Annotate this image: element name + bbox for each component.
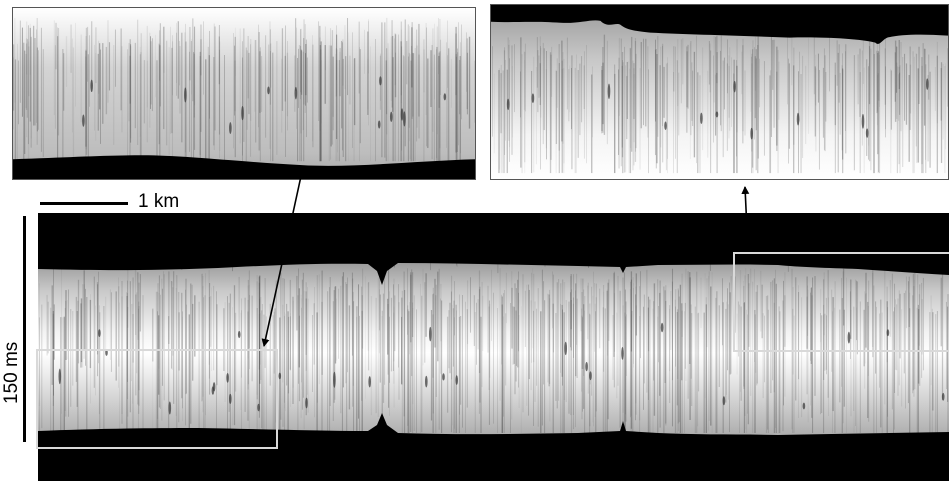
main-profile-target — [429, 326, 432, 342]
inset-right-target — [700, 112, 703, 125]
inset-left-target — [400, 108, 404, 121]
main-profile-target — [886, 329, 890, 337]
inset-left-target — [377, 120, 381, 129]
vertical-scale-bar — [23, 216, 26, 442]
main-profile-target — [211, 386, 215, 395]
inset-right-seafloor — [491, 5, 948, 44]
main-profile-target — [589, 371, 592, 381]
main-profile-target — [305, 397, 308, 409]
inset-left-target — [82, 114, 85, 127]
main-profile-target — [278, 372, 282, 380]
inset-right-target — [865, 128, 869, 138]
inset-right-image — [491, 5, 948, 179]
main-profile-target — [257, 403, 260, 412]
main-profile-target — [585, 361, 588, 372]
main-profile-target — [847, 331, 851, 344]
vertical-scale-label: 150 ms — [1, 341, 22, 404]
horizontal-scale-label: 1 km — [138, 191, 180, 212]
inset-right-target — [715, 111, 719, 118]
main-profile-target — [455, 375, 459, 385]
inset-right-target — [607, 83, 611, 100]
inset-right-target — [506, 98, 510, 111]
main-profile-target — [621, 347, 624, 360]
inset-right-target — [750, 127, 753, 140]
inset-left-seafloor — [13, 155, 475, 179]
inset-left-target — [403, 111, 406, 127]
inset-left-target — [267, 86, 270, 95]
main-profile-target — [229, 393, 232, 404]
inset-left-target — [443, 93, 447, 101]
main-profile-target — [425, 375, 428, 388]
highlight-box-right — [733, 252, 949, 352]
inset-left-zoom — [12, 7, 476, 180]
inset-left-target — [90, 79, 93, 93]
inset-right-streaks — [492, 34, 948, 174]
main-profile-target — [226, 373, 229, 383]
main-profile-target — [722, 396, 726, 406]
inset-left-target — [241, 105, 244, 121]
inset-right-target — [796, 112, 800, 126]
main-profile-target — [98, 329, 101, 337]
main-profile-target — [168, 401, 172, 415]
main-profile-target — [660, 322, 664, 333]
main-profile-target — [802, 402, 806, 410]
main-profile-target — [237, 330, 241, 339]
main-profile-target — [941, 392, 945, 401]
inset-left-target — [379, 76, 382, 86]
horizontal-scale-bar — [40, 202, 128, 205]
inset-left-image — [13, 8, 475, 179]
inset-left-target — [294, 86, 298, 100]
main-profile-target — [564, 341, 567, 356]
inset-left-target — [184, 87, 187, 103]
inset-right-target — [664, 121, 667, 130]
inset-left-target — [229, 122, 232, 135]
main-profile-target — [333, 371, 336, 388]
inset-left-target — [389, 111, 393, 122]
inset-left-streaks — [13, 17, 475, 162]
inset-right-zoom — [490, 4, 949, 180]
highlight-box-left — [36, 349, 278, 449]
inset-right-target — [733, 80, 736, 93]
main-profile-target — [58, 368, 62, 385]
inset-right-target — [925, 78, 929, 90]
lower-seafloor-reflection — [38, 413, 949, 481]
inset-right-target — [861, 114, 865, 129]
inset-right-target — [531, 93, 535, 104]
main-profile-target — [442, 373, 445, 381]
main-profile-target — [368, 376, 372, 388]
